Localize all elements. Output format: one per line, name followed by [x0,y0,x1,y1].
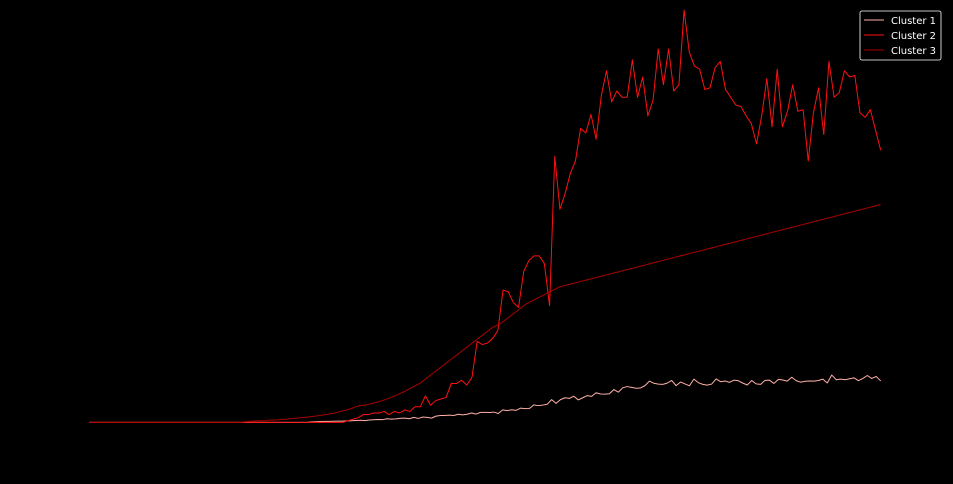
legend-items: Cluster 1 Cluster 2 Cluster 3 [864,16,936,57]
legend-frame [859,10,942,61]
legend-label-cluster-2: Cluster 2 [891,31,936,42]
series-line-cluster-3 [89,204,881,423]
series-layer [89,9,882,423]
legend: Cluster 1 Cluster 2 Cluster 3 [859,10,942,61]
legend-label-cluster-3: Cluster 3 [891,46,936,57]
legend-label-cluster-1: Cluster 1 [891,16,936,27]
plot-area [54,7,945,441]
